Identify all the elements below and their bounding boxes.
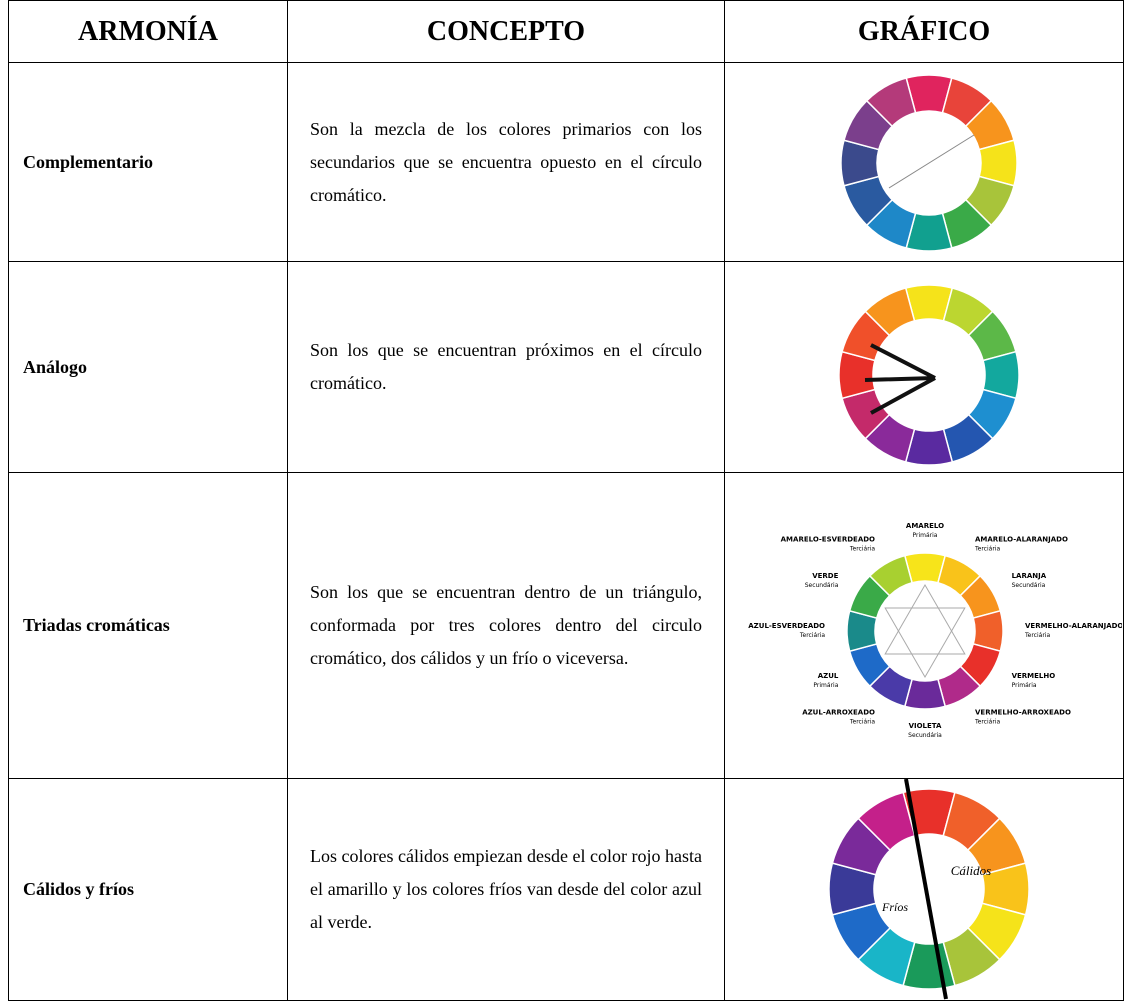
triangle xyxy=(884,584,966,655)
color-wheel xyxy=(840,74,1018,252)
wheel-label: VERMELHO-ALARANJADO xyxy=(1025,622,1122,630)
wheel-label-role: Primária xyxy=(913,532,938,539)
wheel-label: AMARELO xyxy=(906,522,944,530)
wheel-label: VERMELHO-ARROXEADO xyxy=(975,709,1071,717)
graphic-cell: Cálidos Fríos xyxy=(725,779,1124,1001)
wheel-label-role: Terciária xyxy=(974,719,1000,726)
wheel-label-role: Secundária xyxy=(908,732,942,739)
wheel-segment xyxy=(864,287,916,337)
wheel-label-role: Terciária xyxy=(1024,632,1050,639)
concept-text: Son los que se encuentran dentro de un t… xyxy=(288,473,725,779)
wheel-segment xyxy=(865,77,917,128)
wheel-label: AZUL-ARROXEADO xyxy=(802,709,875,717)
graphic-cell: AMARELO Primária AMARELO-ALARANJADO Terciár… xyxy=(725,473,1124,779)
wheel-label: AMARELO-ESVERDEADO xyxy=(781,535,875,543)
concept-text: Son los que se encuentran próximos en el… xyxy=(288,262,725,473)
harmony-name: Cálidos y fríos xyxy=(9,779,288,1001)
wheel-label-role: Primária xyxy=(1012,682,1037,689)
wheel-label: AZUL-ESVERDEADO xyxy=(748,622,825,630)
wheel-label: LARANJA xyxy=(1012,572,1047,580)
color-wheel: AMARELO Primária AMARELO-ALARANJADO Terciár… xyxy=(748,522,1122,739)
wheel-label-role: Terciária xyxy=(799,632,825,639)
wheel-label: AZUL xyxy=(818,672,839,680)
concept-text: Los colores cálidos empiezan desde el co… xyxy=(288,779,725,1001)
wheel-label-role: Primária xyxy=(813,682,838,689)
concept-text: Son la mezcla de los colores primarios c… xyxy=(288,63,725,262)
harmony-name: Análogo xyxy=(9,262,288,473)
warm-label: Cálidos xyxy=(951,863,991,878)
harmony-table: ARMONÍA CONCEPTO GRÁFICO Complementario S… xyxy=(8,0,1124,1001)
wheel-label: AMARELO-ALARANJADO xyxy=(975,535,1068,543)
cold-label: Fríos xyxy=(881,900,908,914)
wheel-segment xyxy=(868,554,913,597)
wheel-label-role: Secundária xyxy=(805,582,839,589)
color-wheel: Cálidos Fríos xyxy=(828,779,1030,1000)
wheel-label-role: Secundária xyxy=(1012,582,1046,589)
header-cell: GRÁFICO xyxy=(725,1,1124,63)
color-wheel xyxy=(838,284,1020,466)
wheel-label: VERDE xyxy=(812,572,838,580)
harmony-name: Triadas cromáticas xyxy=(9,473,288,779)
wheel-label: VERMELHO xyxy=(1012,672,1056,680)
wheel-label-role: Terciária xyxy=(974,545,1000,552)
diagonal xyxy=(888,134,975,189)
arrows xyxy=(864,343,936,415)
wheel-label-role: Terciária xyxy=(849,719,875,726)
wheel-label-role: Terciária xyxy=(849,545,875,552)
triangle xyxy=(884,607,966,678)
graphic-cell xyxy=(725,262,1124,473)
wheel-label: VIOLETA xyxy=(909,722,942,730)
header-cell: ARMONÍA xyxy=(9,1,288,63)
divider xyxy=(904,779,948,1000)
harmony-name: Complementario xyxy=(9,63,288,262)
wheel-segment xyxy=(857,791,916,852)
graphic-cell xyxy=(725,63,1124,262)
header-cell: CONCEPTO xyxy=(288,1,725,63)
